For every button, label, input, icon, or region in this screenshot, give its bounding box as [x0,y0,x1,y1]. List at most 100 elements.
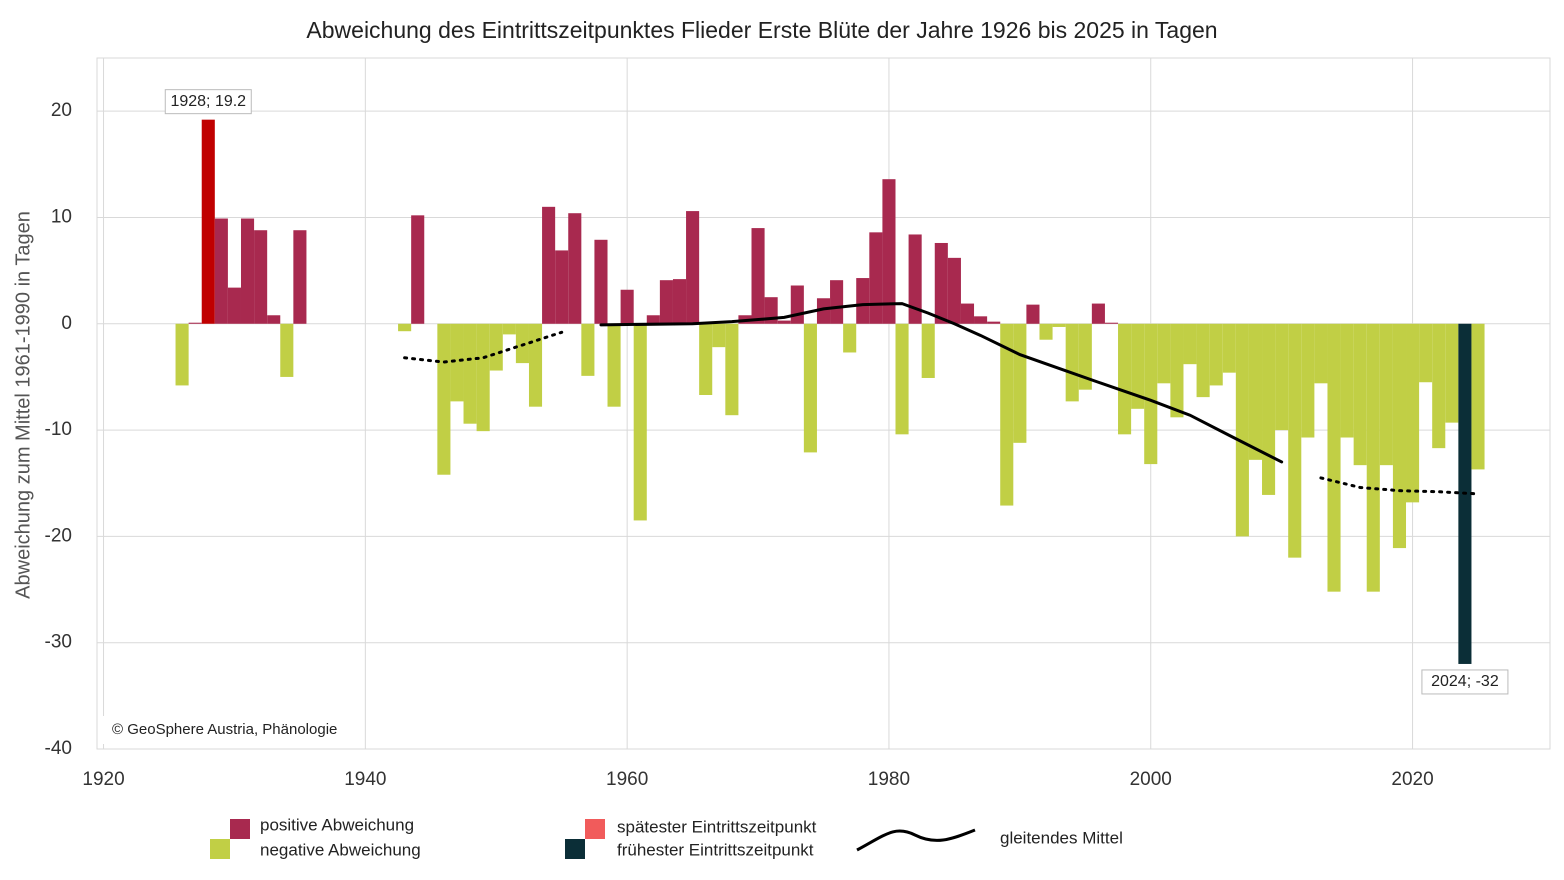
bar [1157,323,1171,384]
bar [921,323,935,378]
bar [686,211,700,324]
legend-label: spätester Eintrittszeitpunkt [617,817,817,836]
bar [882,179,896,324]
bar [1419,323,1433,383]
bar [1340,323,1354,438]
bar [489,323,503,371]
bar [1078,323,1092,390]
bar [555,250,569,324]
legend-swatch [230,819,250,839]
bar [201,119,215,324]
bar [725,323,739,416]
y-axis-label: Abweichung zum Mittel 1961-1990 in Tagen [12,211,34,599]
bar [188,322,202,324]
bar [803,323,817,453]
bar [934,242,948,324]
x-tick-label: 2020 [1391,769,1433,790]
legend-swatch [565,839,585,859]
bar [568,213,582,324]
bar [463,323,477,424]
moving-average [403,330,564,364]
bar [672,279,687,324]
bar [1353,323,1367,466]
bar [960,303,975,324]
bar [1013,323,1027,443]
bar [777,320,791,324]
bar [1288,323,1302,558]
bar [175,323,189,386]
annotation-box [1421,669,1509,695]
bar [620,289,634,324]
annotation: 1928; 19.2 [170,93,246,110]
moving-average [599,302,1284,464]
bar [843,323,857,353]
bar [1039,323,1053,340]
source: © GeoSphere Austria, Phänologie [112,721,337,738]
bar [1000,323,1014,506]
y-tick-label: 0 [61,313,72,334]
bar [1183,323,1197,365]
bar [1026,304,1040,324]
bar [712,323,726,348]
bar [280,323,294,377]
bar [1196,323,1210,398]
bar [607,323,621,407]
legend-swatch [585,819,605,839]
legend-label: frühester Eintrittszeitpunkt [617,840,814,859]
bar [633,323,647,521]
bar [542,206,556,324]
bar [1222,323,1236,373]
bar [830,280,844,324]
bar [1104,322,1119,324]
legend-swatch [210,839,230,859]
x-tick-label: 1960 [606,769,648,790]
bar [476,323,490,432]
y-tick-label: -30 [45,632,72,653]
bar [1170,323,1184,418]
bar [947,257,961,324]
bar [1314,323,1328,384]
bar [1131,323,1145,409]
bar [856,278,870,324]
bar [869,232,883,324]
bar [581,323,595,376]
bar [1091,303,1105,324]
bar [1432,323,1446,449]
bar [1209,323,1223,386]
bar [1471,323,1485,470]
bar [974,316,988,324]
bar [1262,323,1276,495]
bar [1406,323,1420,503]
bar [240,218,255,324]
x-tick-label: 2000 [1130,769,1172,790]
x-tick-label: 1980 [868,769,910,790]
bar [214,218,228,324]
bar [267,315,281,324]
legend-label: negative Abweichung [260,840,421,859]
x-tick-label: 1940 [344,769,386,790]
bar [1275,323,1289,431]
bar [1327,323,1341,592]
bar [515,323,529,364]
moving-average [1319,476,1480,496]
x-tick-label: 1920 [82,769,124,790]
annotation-box [164,89,252,115]
bar [1366,323,1380,592]
bar [790,285,804,324]
legend-line [856,828,976,852]
bar [1248,323,1263,460]
chart-title: Abweichung des Eintrittszeitpunktes Flie… [306,17,1217,43]
bar [659,280,673,324]
bar [816,298,831,324]
bar [699,323,713,395]
bar [751,228,765,324]
bar [895,323,909,435]
bar [227,287,241,324]
bar [1052,323,1066,327]
bar [293,230,307,324]
annotation: 2024; -32 [1431,673,1499,690]
y-tick-label: 10 [51,206,72,227]
bar [908,234,922,324]
y-tick-label: -40 [45,738,72,759]
legend-label: gleitendes Mittel [1000,828,1123,847]
